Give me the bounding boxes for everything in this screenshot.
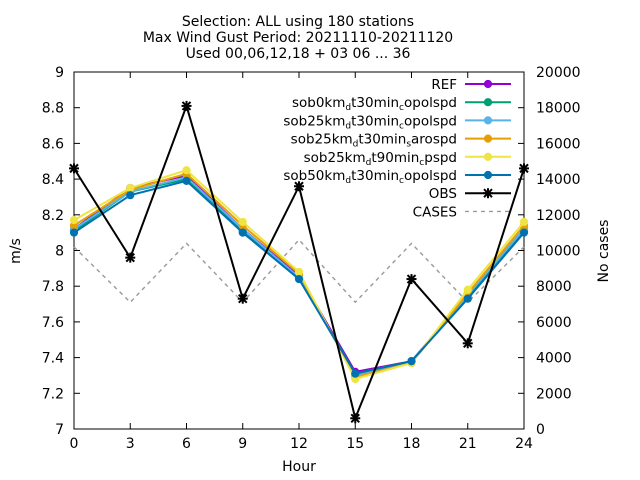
series-4-point [463, 285, 472, 294]
series-5-point [407, 357, 416, 366]
y-tick-label: 8.6 [42, 136, 64, 152]
y2-tick-label: 8000 [536, 279, 572, 295]
x-tick-label: 18 [403, 436, 421, 452]
legend: REF sob0kmdt30mincopolspdsob25kmdt30minco… [283, 77, 511, 220]
series-5-point [238, 228, 247, 237]
y2-tick-label: 16000 [536, 136, 581, 152]
x-tick-label: 6 [182, 436, 191, 452]
series-4-point [126, 183, 135, 193]
chart-title-line-1: Selection: ALL using 180 stations [182, 14, 414, 30]
series-6-point [237, 293, 248, 304]
legend-marker-1 [483, 98, 493, 107]
y2-tick-label: 20000 [536, 65, 581, 81]
legend-label-6: OBS [429, 186, 457, 202]
y-axis-label: m/s [8, 238, 24, 264]
y2-tick-label: 14000 [536, 172, 581, 188]
legend-marker-3 [483, 134, 493, 143]
series-4-point [69, 216, 79, 225]
y2-tick-label: 2000 [536, 386, 572, 402]
y-tick-label: 7.2 [42, 386, 64, 402]
series-6-point [125, 252, 136, 263]
y-tick-label: 8.4 [42, 172, 64, 188]
y2-tick-label: 4000 [536, 351, 572, 367]
series-4-point [238, 217, 247, 227]
x-tick-label: 3 [126, 436, 135, 452]
x-axis-label: Hour [282, 459, 316, 475]
legend-label-4: sob25kmdt90mincpspd [304, 150, 457, 168]
x-tick-label: 21 [459, 436, 477, 452]
x-tick-label: 9 [238, 436, 247, 452]
y2-tick-label: 6000 [536, 315, 572, 331]
chart-title-line-3: Used 00,06,12,18 + 03 06 ... 36 [186, 46, 411, 62]
y-tick-label: 7 [55, 422, 64, 438]
series-layer [69, 100, 529, 424]
y2-axis-label: No cases [596, 220, 612, 283]
legend-marker-5 [483, 170, 493, 180]
series-6-point [69, 163, 79, 174]
x-tick-label: 24 [515, 436, 533, 452]
series-5-point [126, 191, 135, 200]
legend-marker-4 [483, 152, 493, 161]
legend-label-5: sob50kmdt30mincopolspd [283, 168, 457, 186]
y2-tick-label: 12000 [536, 208, 581, 224]
y-tick-label: 7.8 [42, 279, 64, 295]
y-tick-label: 8 [55, 244, 64, 260]
series-6-point [294, 181, 304, 192]
y-tick-label: 8.2 [42, 208, 64, 224]
y2-tick-label: 18000 [536, 101, 581, 117]
series-6-point [350, 413, 361, 424]
y-tick-label: 8.8 [42, 101, 64, 117]
series-5-point [463, 294, 472, 303]
series-5-point [69, 228, 79, 237]
series-5-point [294, 274, 304, 284]
x-tick-label: 0 [70, 436, 79, 452]
x-tick-label: 15 [346, 436, 364, 452]
series-4-point [182, 166, 191, 175]
series-6-point [406, 274, 417, 285]
series-6-point [462, 338, 473, 349]
legend-marker-2 [483, 116, 493, 125]
legend-label-3: sob25kmdt30minsarospd [291, 132, 457, 150]
chart-title: Selection: ALL using 180 stations Max Wi… [143, 14, 453, 62]
series-4-point [519, 217, 529, 227]
legend-label-7: CASES [413, 204, 457, 220]
y2-tick-label: 10000 [536, 244, 581, 260]
axis-ticks: 0 3 6 9 12 15 18 21 24 7 7.2 7.4 7.6 7.8 8 8.2 8.4 8.6 8.8… [42, 65, 581, 452]
series-5-point [519, 228, 529, 237]
series-4-point [294, 267, 304, 277]
series-5-point [182, 176, 191, 185]
series-line-7 [73, 238, 525, 304]
y-tick-label: 9 [55, 65, 64, 81]
legend-marker-0 [483, 79, 493, 89]
y-tick-label: 7.6 [42, 315, 64, 331]
x-tick-label: 12 [290, 436, 308, 452]
y2-tick-label: 0 [536, 422, 545, 438]
legend-label-2: sob25kmdt30mincopolspd [283, 113, 457, 131]
legend-label-0: REF [431, 77, 457, 93]
legend-label-1: sob0kmdt30mincopolspd [292, 95, 457, 113]
series-6-point [519, 163, 529, 174]
legend-marker-6 [483, 188, 493, 199]
series-5-point [351, 369, 360, 378]
series-6-point [181, 100, 192, 111]
chart-title-line-2: Max Wind Gust Period: 20211110-20211120 [143, 30, 453, 46]
y-tick-label: 7.4 [42, 351, 64, 367]
